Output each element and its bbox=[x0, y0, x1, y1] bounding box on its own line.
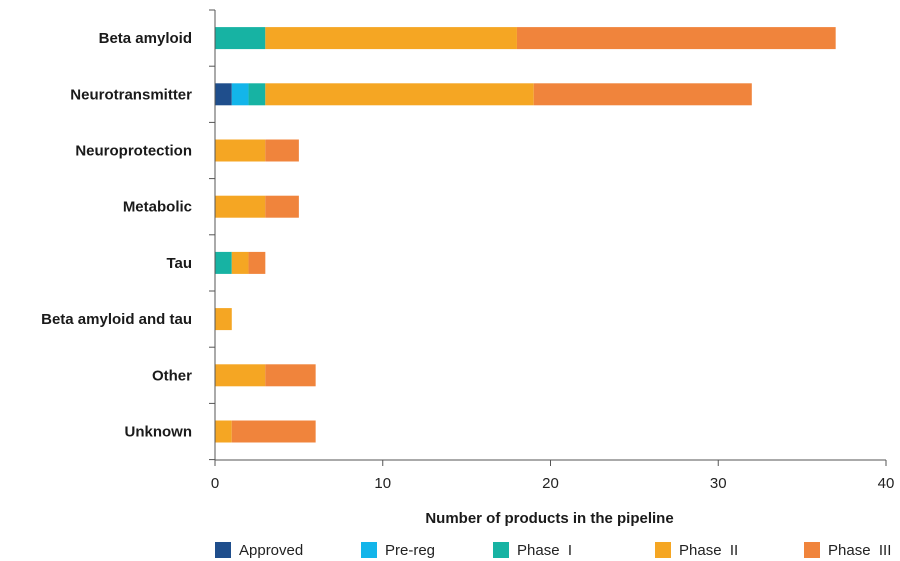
legend-item: Phase III bbox=[804, 542, 891, 559]
bar-segment bbox=[215, 420, 232, 443]
legend-label: Phase III bbox=[828, 542, 891, 559]
bar-segment bbox=[231, 420, 316, 443]
legend-swatch bbox=[655, 542, 671, 558]
bar-segment bbox=[265, 139, 299, 162]
legend-swatch bbox=[361, 542, 377, 558]
bar-segment bbox=[265, 83, 534, 106]
y-axis-ticks bbox=[209, 9, 215, 461]
category-label: Neuroprotection bbox=[75, 143, 192, 160]
legend-swatch bbox=[804, 542, 820, 558]
category-label: Neurotransmitter bbox=[70, 86, 192, 103]
bar-segment bbox=[248, 251, 266, 274]
bar-segment bbox=[265, 195, 299, 218]
bar-segment bbox=[215, 308, 232, 331]
bar-segment bbox=[265, 364, 316, 387]
x-tick-label: 0 bbox=[211, 475, 219, 492]
legend-label: Pre-reg bbox=[385, 542, 435, 559]
bar-segment bbox=[215, 27, 266, 50]
bar-segment bbox=[265, 27, 517, 50]
x-tick-label: 40 bbox=[878, 475, 895, 492]
legend-item: Pre-reg bbox=[361, 542, 435, 559]
x-tick-label: 30 bbox=[710, 475, 727, 492]
bar-segment bbox=[215, 139, 266, 162]
category-label: Other bbox=[152, 367, 192, 384]
category-label: Metabolic bbox=[123, 199, 192, 216]
x-axis-title: Number of products in the pipeline bbox=[425, 510, 673, 527]
bar-segment bbox=[248, 83, 266, 106]
bar-segment bbox=[231, 83, 249, 106]
bar-segment bbox=[231, 251, 249, 274]
legend-swatch bbox=[215, 542, 231, 558]
legend-label: Phase II bbox=[679, 542, 738, 559]
category-label: Tau bbox=[166, 255, 192, 272]
bar-segment bbox=[516, 27, 836, 50]
category-labels: Beta amyloid Neurotransmitter Neuroprotect… bbox=[41, 30, 192, 440]
legend-item: Phase II bbox=[655, 542, 738, 559]
bar-segment bbox=[215, 195, 266, 218]
legend-label: Approved bbox=[239, 542, 303, 559]
bar-segment bbox=[215, 83, 232, 106]
bars-layer bbox=[215, 27, 836, 443]
bar-segment bbox=[215, 251, 232, 274]
category-label: Unknown bbox=[125, 424, 193, 441]
legend-label: Phase I bbox=[517, 542, 572, 559]
x-tick-label: 10 bbox=[374, 475, 391, 492]
bar-segment bbox=[215, 364, 266, 387]
legend-item: Approved bbox=[215, 542, 303, 559]
category-label: Beta amyloid bbox=[99, 30, 192, 47]
category-label: Beta amyloid and tau bbox=[41, 311, 192, 328]
legend-item: Phase I bbox=[493, 542, 572, 559]
legend: Approved Pre-reg Phase I Phase II Phase III bbox=[215, 542, 891, 559]
bar-segment bbox=[533, 83, 752, 106]
legend-swatch bbox=[493, 542, 509, 558]
x-tick-label: 20 bbox=[542, 475, 559, 492]
x-axis-ticks: 0 10 20 30 40 bbox=[211, 460, 895, 492]
